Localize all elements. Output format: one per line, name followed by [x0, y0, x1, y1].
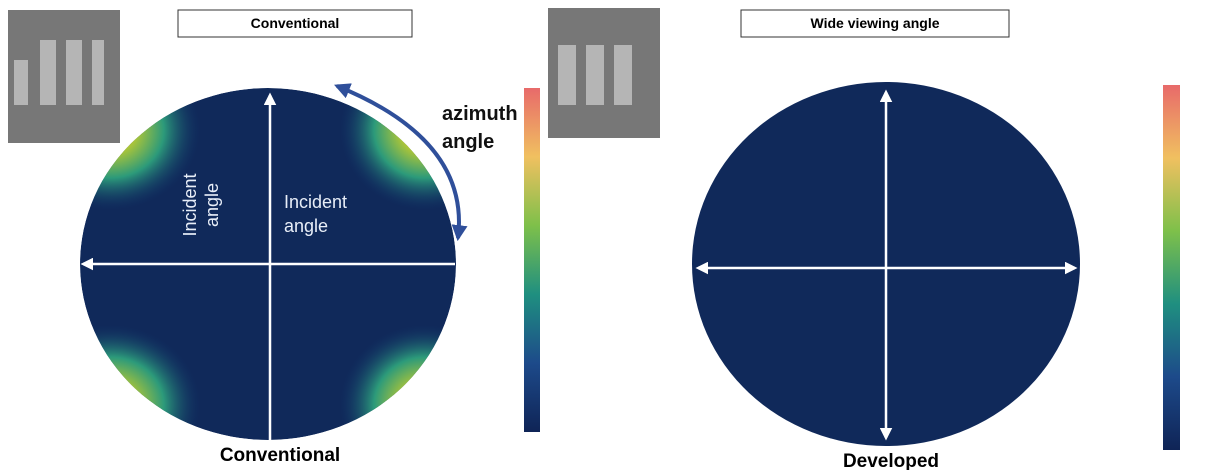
title-box	[177, 9, 413, 38]
annotation: angle	[202, 183, 222, 227]
title-box	[740, 9, 1010, 38]
azimuth-arrow	[334, 83, 468, 242]
annotation: angle	[442, 131, 494, 153]
annotation: azimuth	[442, 103, 518, 125]
panel-caption: Conventional	[220, 445, 340, 466]
annotation: Incident	[180, 173, 200, 236]
panel-title: Conventional	[251, 15, 340, 31]
annotation: Incident	[284, 192, 347, 212]
colorbar	[1163, 85, 1180, 450]
sem-structure	[558, 45, 632, 105]
sem-structure	[14, 40, 104, 105]
panel-caption: Developed	[843, 451, 939, 470]
colorbar	[524, 88, 540, 432]
annotation-group: Incident angle	[180, 173, 222, 236]
annotation: angle	[284, 216, 328, 236]
panel-title: Wide viewing angle	[810, 15, 939, 31]
